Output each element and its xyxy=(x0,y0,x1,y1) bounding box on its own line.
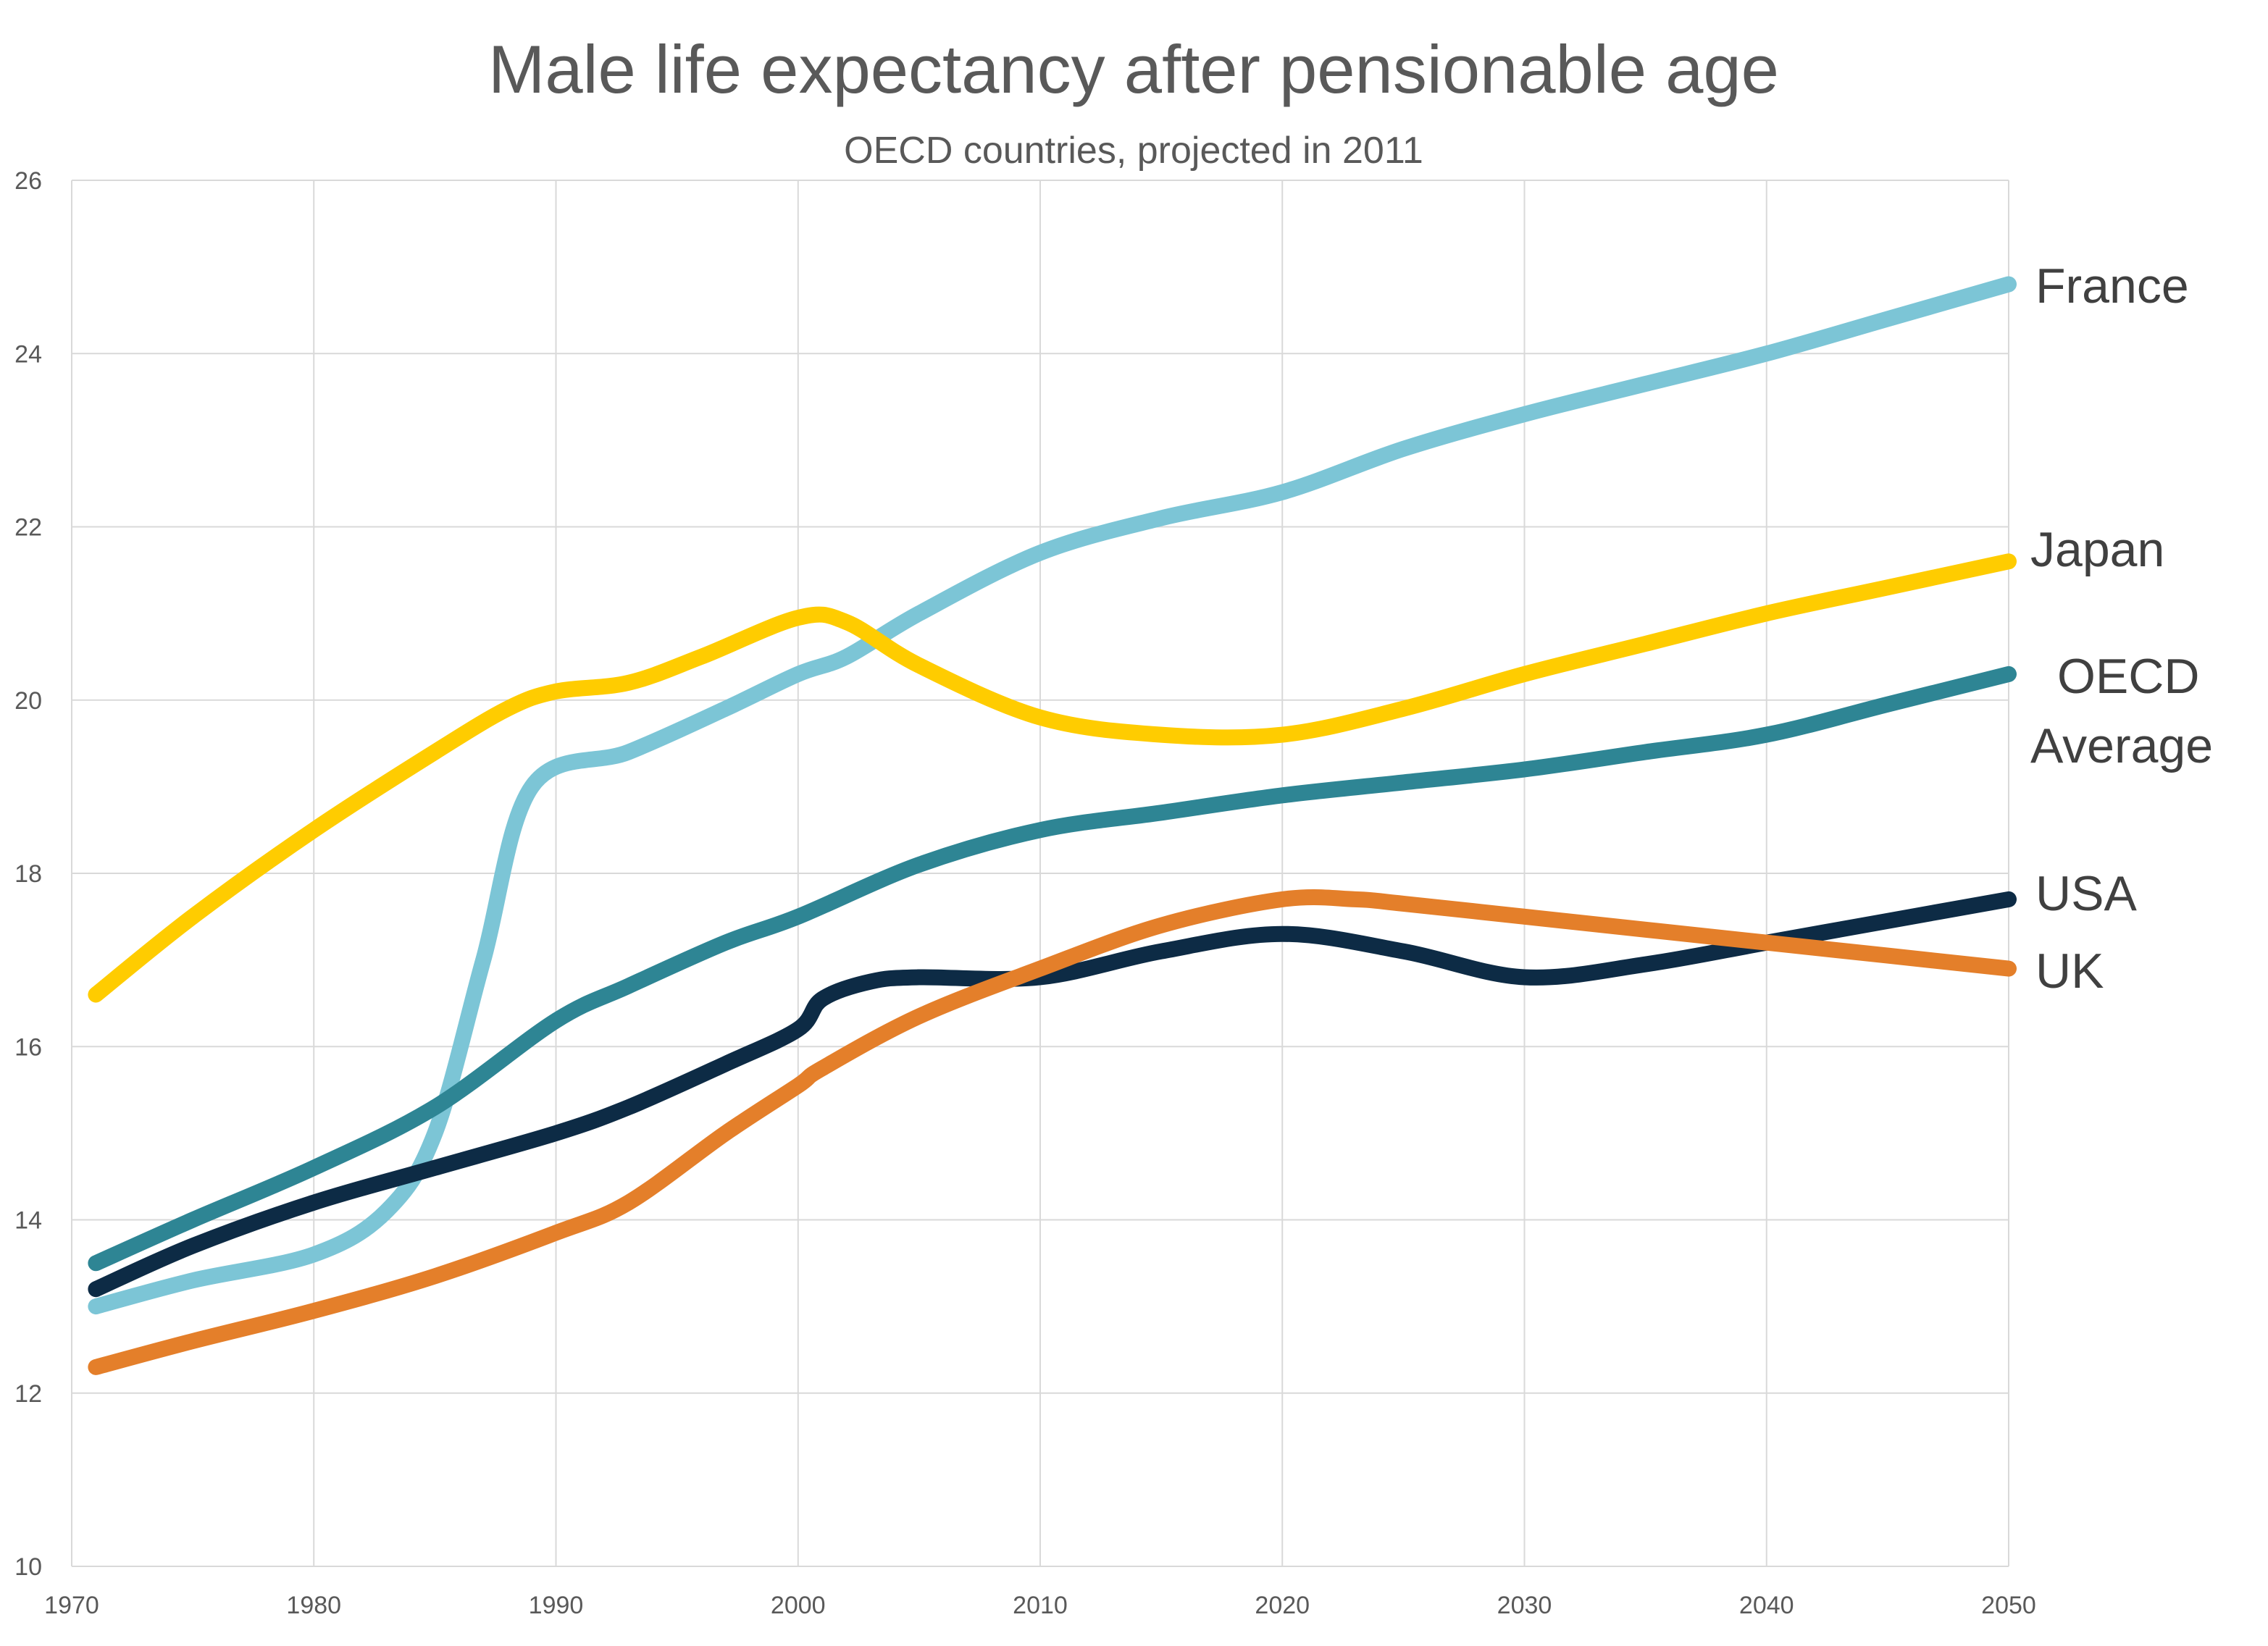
chart-subtitle: OECD countries, projected in 2011 xyxy=(844,130,1423,172)
x-tick-label: 2040 xyxy=(1739,1592,1794,1619)
x-axis: 1970 1980 1990 2000 2010 2020 2030 2040 2050 xyxy=(44,1592,2036,1619)
grid xyxy=(71,180,2009,1567)
series-line-uk xyxy=(88,889,2017,1375)
x-tick-label: 2050 xyxy=(1981,1592,2036,1619)
series-label-usa: USA xyxy=(2035,866,2137,921)
y-tick-label: 12 xyxy=(14,1380,42,1408)
plot-area xyxy=(88,276,2017,1375)
y-tick-label: 14 xyxy=(14,1207,42,1235)
series-label-france: France xyxy=(2035,259,2189,314)
series-line-oecd-average xyxy=(88,665,2017,1272)
y-tick-label: 20 xyxy=(14,687,42,715)
y-tick-label: 16 xyxy=(14,1033,42,1061)
x-tick-label: 1970 xyxy=(44,1592,99,1619)
x-tick-label: 1990 xyxy=(529,1592,584,1619)
x-tick-label: 2020 xyxy=(1255,1592,1310,1619)
series-label-oecd-average: OECD Average xyxy=(2030,649,2213,773)
series-line-france xyxy=(88,276,2017,1315)
x-tick-label: 2000 xyxy=(771,1592,826,1619)
y-tick-label: 24 xyxy=(14,340,42,368)
y-tick-label: 22 xyxy=(14,514,42,542)
series-label-uk: UK xyxy=(2035,944,2104,999)
y-tick-label: 26 xyxy=(14,167,42,195)
series-line-usa xyxy=(88,891,2017,1298)
x-tick-label: 2030 xyxy=(1497,1592,1552,1619)
x-tick-label: 1980 xyxy=(286,1592,341,1619)
y-tick-label: 18 xyxy=(14,860,42,888)
y-tick-label: 10 xyxy=(14,1553,42,1581)
x-tick-label: 2010 xyxy=(1013,1592,1068,1619)
y-axis: 10 12 14 16 18 20 22 24 26 xyxy=(14,167,42,1581)
series-labels: France Japan OECD Average USA UK xyxy=(2030,259,2213,999)
series-label-japan: Japan xyxy=(2030,522,2164,577)
chart-title: Male life expectancy after pensionable a… xyxy=(488,31,1779,107)
series-line-japan xyxy=(88,553,2017,1003)
